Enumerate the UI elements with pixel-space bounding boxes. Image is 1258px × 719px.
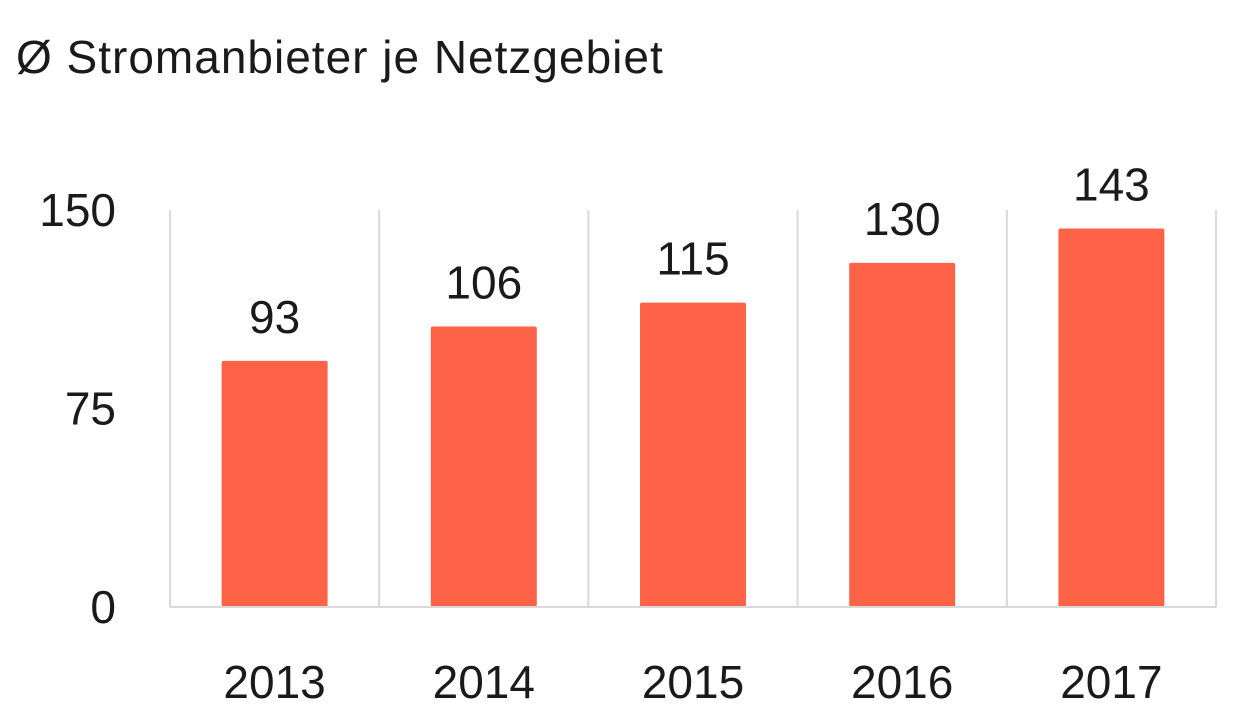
bar	[430, 326, 537, 607]
data-label: 106	[445, 256, 522, 308]
bar	[221, 360, 328, 607]
x-tick-label: 2016	[851, 656, 953, 708]
data-label: 143	[1073, 159, 1150, 211]
axis-layer: 2013 2014 2015 2016 2017 0 75 150	[39, 184, 1216, 708]
bar	[1058, 228, 1165, 607]
x-tick-label: 2014	[433, 656, 535, 708]
grid-layer	[169, 210, 1217, 607]
data-label: 115	[656, 233, 729, 285]
chart-title: Ø Stromanbieter je Netzgebiet	[16, 31, 664, 83]
x-tick-label: 2013	[223, 656, 325, 708]
x-tick-label: 2015	[642, 656, 744, 708]
data-label: 130	[864, 193, 941, 245]
label-layer: 93 106 115 130 143	[249, 159, 1150, 343]
y-tick-label: 150	[39, 184, 116, 236]
bar	[640, 302, 746, 607]
bar	[849, 262, 956, 607]
bar-layer	[221, 228, 1165, 607]
x-tick-label: 2017	[1060, 656, 1162, 708]
data-label: 93	[249, 291, 300, 343]
y-tick-label: 0	[90, 581, 116, 633]
y-tick-label: 75	[65, 383, 116, 435]
